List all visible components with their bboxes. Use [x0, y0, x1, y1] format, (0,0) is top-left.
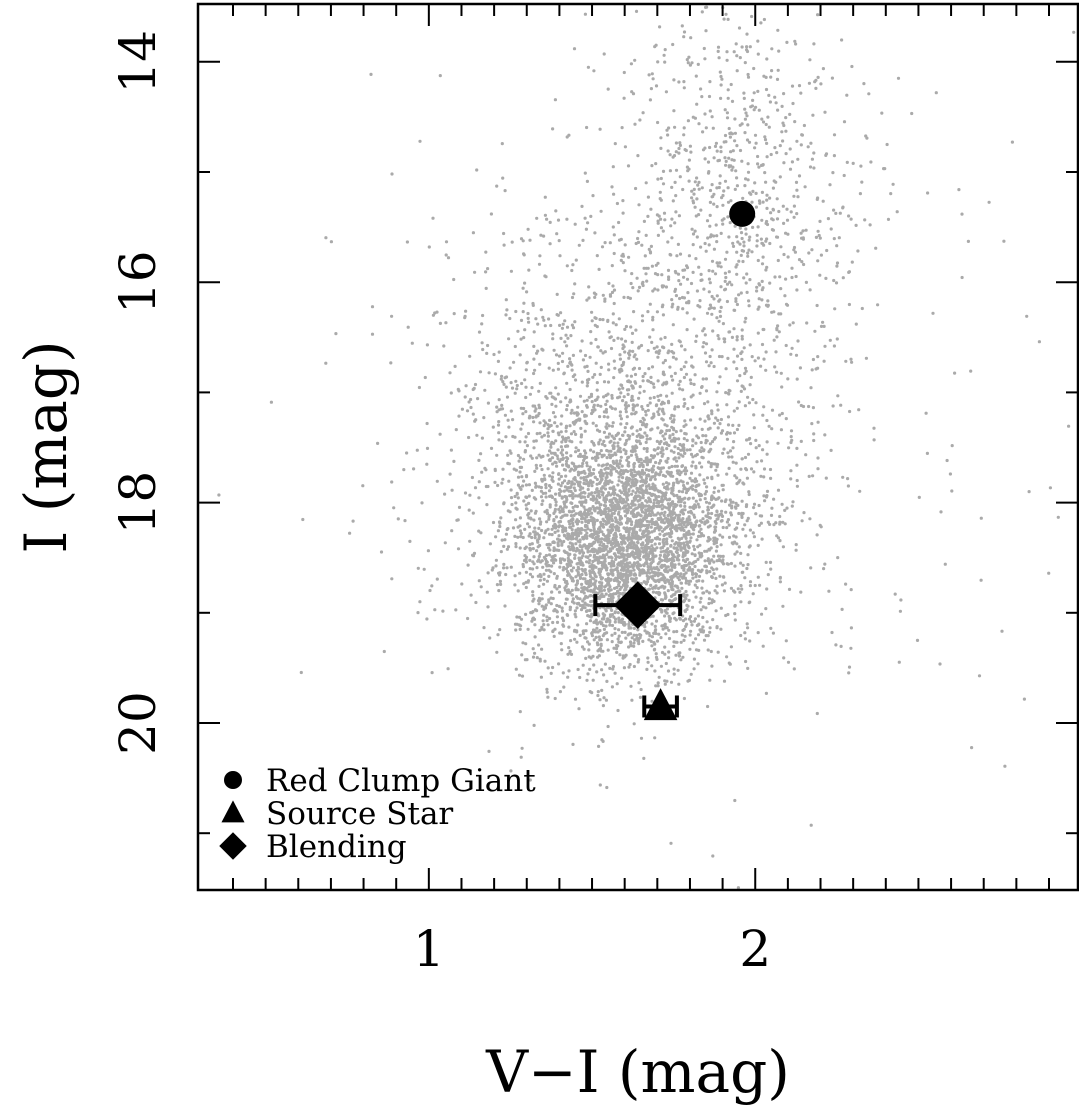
y-tick-label: 18: [109, 471, 167, 535]
highlighted-stars: [593, 200, 756, 721]
plot-frame: [196, 2, 1079, 892]
background-stars: [217, 5, 1076, 890]
legend-label: Blending: [266, 829, 407, 865]
x-tick-label: 1: [413, 920, 445, 978]
marker-triangle: [642, 688, 679, 721]
y-tick-label: 14: [109, 30, 167, 94]
triangle-point: [643, 688, 678, 721]
marker-circle: [729, 200, 756, 227]
y-axis-label: I (mag): [12, 340, 80, 553]
y-tick-label: 16: [109, 250, 167, 314]
diamond-point: [613, 581, 662, 629]
y-tick-label: 20: [109, 691, 167, 755]
axis-ticks: [198, 4, 1078, 890]
legend-symbol: [221, 800, 245, 823]
x-axis-label: V−I (mag): [485, 1038, 790, 1106]
y-tick-labels: 14 16 18 20: [109, 30, 167, 755]
star-points: [217, 5, 1076, 890]
legend-symbol: [219, 832, 247, 860]
legend-label: Source Star: [266, 796, 453, 832]
legend-symbol: [224, 771, 242, 789]
legend-label: Red Clump Giant: [266, 763, 536, 799]
x-tick-label: 2: [739, 920, 771, 978]
marker-diamond: [593, 581, 683, 629]
circle-point: [729, 200, 756, 227]
